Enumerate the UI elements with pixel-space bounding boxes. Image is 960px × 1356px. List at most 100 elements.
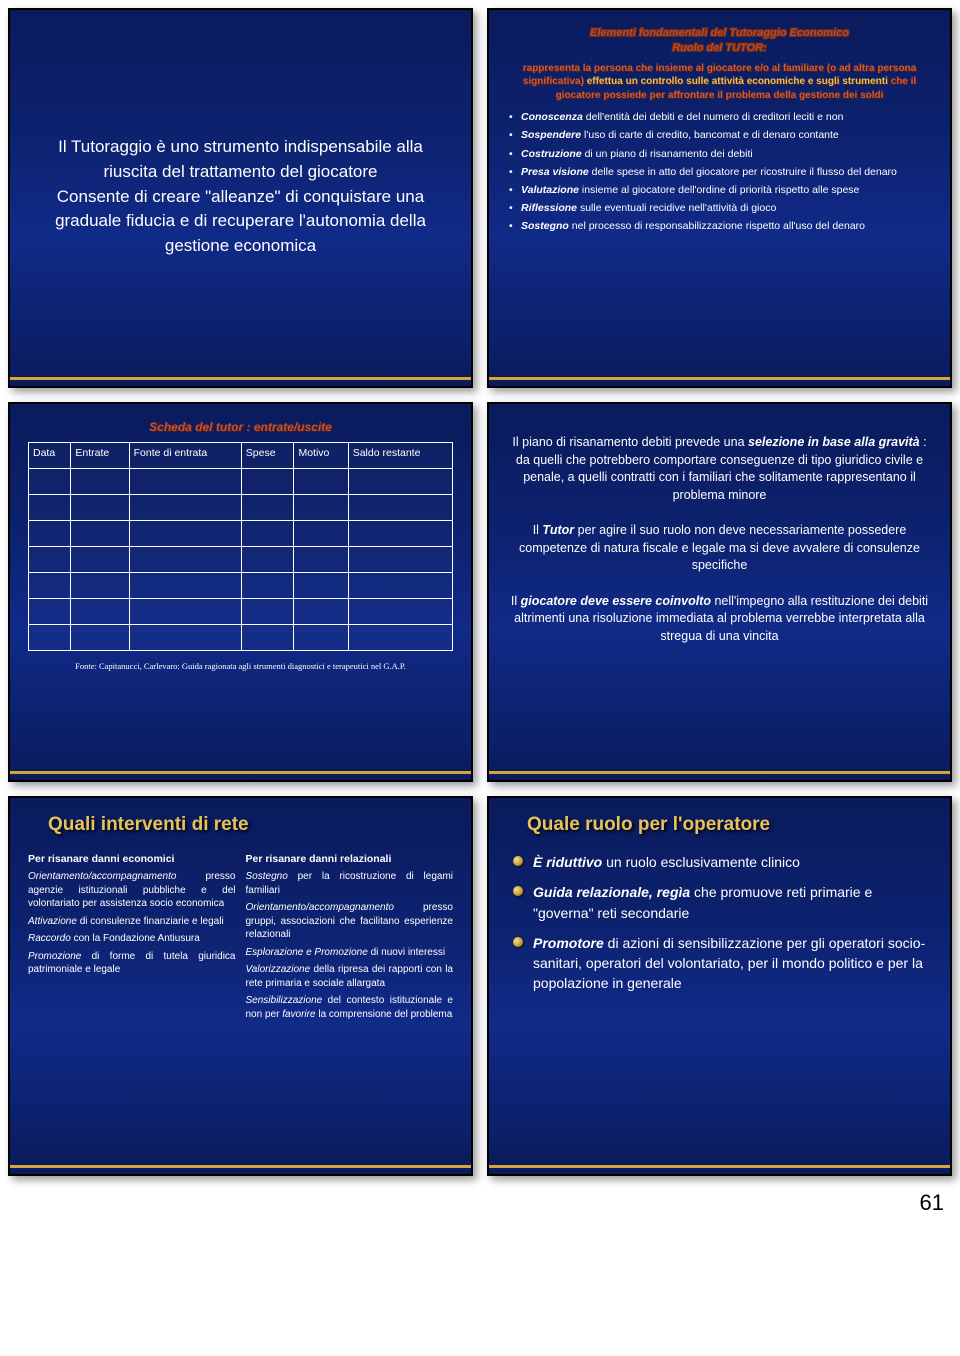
table-cell bbox=[241, 495, 294, 521]
table-cell bbox=[348, 625, 452, 651]
table-cell bbox=[294, 625, 348, 651]
table-cell bbox=[241, 573, 294, 599]
table-header: Data bbox=[29, 443, 71, 469]
table-row bbox=[29, 547, 453, 573]
table-cell bbox=[348, 547, 452, 573]
col1-item: Raccordo con la Fondazione Antiusura bbox=[28, 932, 236, 946]
table-header: Saldo restante bbox=[348, 443, 452, 469]
slide2-bullet: Sostegno nel processo di responsabilizza… bbox=[507, 219, 932, 233]
scheda-fonte: Fonte: Capitanucci, Carlevaro: Guida rag… bbox=[28, 661, 453, 671]
col2-item: Sensibilizzazione del contesto istituzio… bbox=[246, 994, 454, 1021]
table-cell bbox=[71, 599, 129, 625]
col2-item: Orientamento/accompagnamento presso grup… bbox=[246, 901, 454, 942]
table-cell bbox=[129, 599, 241, 625]
slide-ruolo-operatore: Quale ruolo per l'operatore È riduttivo … bbox=[487, 796, 952, 1176]
table-row bbox=[29, 521, 453, 547]
slide2-bullet: Sospendere l'uso di carte di credito, ba… bbox=[507, 128, 932, 142]
table-row bbox=[29, 599, 453, 625]
table-cell bbox=[71, 495, 129, 521]
table-cell bbox=[294, 521, 348, 547]
page-number: 61 bbox=[8, 1190, 952, 1216]
table-cell bbox=[29, 469, 71, 495]
slide2-title-l1: Elementi fondamentali del Tutoraggio Eco… bbox=[590, 27, 849, 39]
table-cell bbox=[29, 625, 71, 651]
table-cell bbox=[348, 573, 452, 599]
col2-title: Per risanare danni relazionali bbox=[246, 852, 454, 866]
table-row bbox=[29, 469, 453, 495]
slide2-bullet: Costruzione di un piano di risanamento d… bbox=[507, 147, 932, 161]
table-cell bbox=[241, 469, 294, 495]
table-cell bbox=[71, 469, 129, 495]
slide-tutor-ruolo: Elementi fondamentali del Tutoraggio Eco… bbox=[487, 8, 952, 388]
table-cell bbox=[241, 599, 294, 625]
scheda-title: Scheda del tutor : entrate/uscite bbox=[28, 420, 453, 434]
table-cell bbox=[29, 495, 71, 521]
slide4-p1: Il piano di risanamento debiti prevede u… bbox=[507, 434, 932, 504]
slide5-col2: Per risanare danni relazionali Sostegno … bbox=[246, 852, 454, 1025]
slide2-title-l2: Ruolo del TUTOR: bbox=[672, 42, 767, 54]
table-header: Entrate bbox=[71, 443, 129, 469]
slide2-bullet: Conoscenza dell'entità dei debiti e del … bbox=[507, 110, 932, 124]
slide2-bullet: Valutazione insieme al giocatore dell'or… bbox=[507, 183, 932, 197]
table-cell bbox=[129, 469, 241, 495]
table-cell bbox=[29, 573, 71, 599]
table-row bbox=[29, 495, 453, 521]
table-cell bbox=[294, 573, 348, 599]
col2-item: Sostegno per la ricostruzione di legami … bbox=[246, 870, 454, 897]
slide6-heading: Quale ruolo per l'operatore bbox=[507, 814, 932, 836]
slide6-bullet: È riduttivo un ruolo esclusivamente clin… bbox=[511, 852, 932, 872]
table-cell bbox=[129, 521, 241, 547]
slide-interventi-rete: Quali interventi di rete Per risanare da… bbox=[8, 796, 473, 1176]
table-row bbox=[29, 573, 453, 599]
table-cell bbox=[241, 547, 294, 573]
slide6-bullets: È riduttivo un ruolo esclusivamente clin… bbox=[507, 852, 932, 994]
table-cell bbox=[241, 625, 294, 651]
table-cell bbox=[71, 573, 129, 599]
slide2-bullets: Conoscenza dell'entità dei debiti e del … bbox=[507, 110, 932, 233]
slide-scheda-tutor: Scheda del tutor : entrate/uscite DataEn… bbox=[8, 402, 473, 782]
table-cell bbox=[348, 469, 452, 495]
table-cell bbox=[129, 625, 241, 651]
table-cell bbox=[348, 495, 452, 521]
slide5-col1: Per risanare danni economici Orientament… bbox=[28, 852, 236, 1025]
table-cell bbox=[294, 495, 348, 521]
slide1-text: Il Tutoraggio è uno strumento indispensa… bbox=[46, 135, 435, 258]
col1-item: Orientamento/accompagnamento presso agen… bbox=[28, 870, 236, 911]
table-header: Motivo bbox=[294, 443, 348, 469]
slide2-bullet: Presa visione delle spese in atto del gi… bbox=[507, 165, 932, 179]
col1-item: Promozione di forme di tutela giuridica … bbox=[28, 950, 236, 977]
slide-tutoraggio-intro: Il Tutoraggio è uno strumento indispensa… bbox=[8, 8, 473, 388]
slide1-body: Il Tutoraggio è uno strumento indispensa… bbox=[28, 26, 453, 368]
slide2-title: Elementi fondamentali del Tutoraggio Eco… bbox=[507, 26, 932, 56]
slide6-bullet: Promotore di azioni di sensibilizzazione… bbox=[511, 933, 932, 994]
table-cell bbox=[294, 547, 348, 573]
slide4-p2: Il Tutor per agire il suo ruolo non deve… bbox=[507, 522, 932, 575]
table-cell bbox=[129, 573, 241, 599]
table-cell bbox=[129, 495, 241, 521]
table-cell bbox=[29, 599, 71, 625]
slide6-bullet: Guida relazionale, regìa che promuove re… bbox=[511, 882, 932, 923]
table-cell bbox=[294, 599, 348, 625]
table-header: Spese bbox=[241, 443, 294, 469]
slide2-bullet: Riflessione sulle eventuali recidive nel… bbox=[507, 201, 932, 215]
table-cell bbox=[71, 547, 129, 573]
table-cell bbox=[29, 521, 71, 547]
fonte-text: Fonte: Capitanucci, Carlevaro: Guida rag… bbox=[75, 661, 406, 671]
table-cell bbox=[348, 521, 452, 547]
table-row bbox=[29, 625, 453, 651]
table-cell bbox=[241, 521, 294, 547]
table-cell bbox=[348, 599, 452, 625]
table-cell bbox=[71, 521, 129, 547]
table-cell bbox=[71, 625, 129, 651]
table-header: Fonte di entrata bbox=[129, 443, 241, 469]
col2-item: Valorizzazione della ripresa dei rapport… bbox=[246, 963, 454, 990]
table-cell bbox=[129, 547, 241, 573]
table-cell bbox=[294, 469, 348, 495]
table-cell bbox=[29, 547, 71, 573]
slide-piano-risanamento: Il piano di risanamento debiti prevede u… bbox=[487, 402, 952, 782]
slide4-p3: Il giocatore deve essere coinvolto nell'… bbox=[507, 593, 932, 646]
col1-item: Attivazione di consulenze finanziarie e … bbox=[28, 915, 236, 929]
slide2-subtitle: rappresenta la persona che insieme al gi… bbox=[507, 62, 932, 103]
col1-title: Per risanare danni economici bbox=[28, 852, 236, 866]
slide5-heading: Quali interventi di rete bbox=[28, 814, 453, 836]
